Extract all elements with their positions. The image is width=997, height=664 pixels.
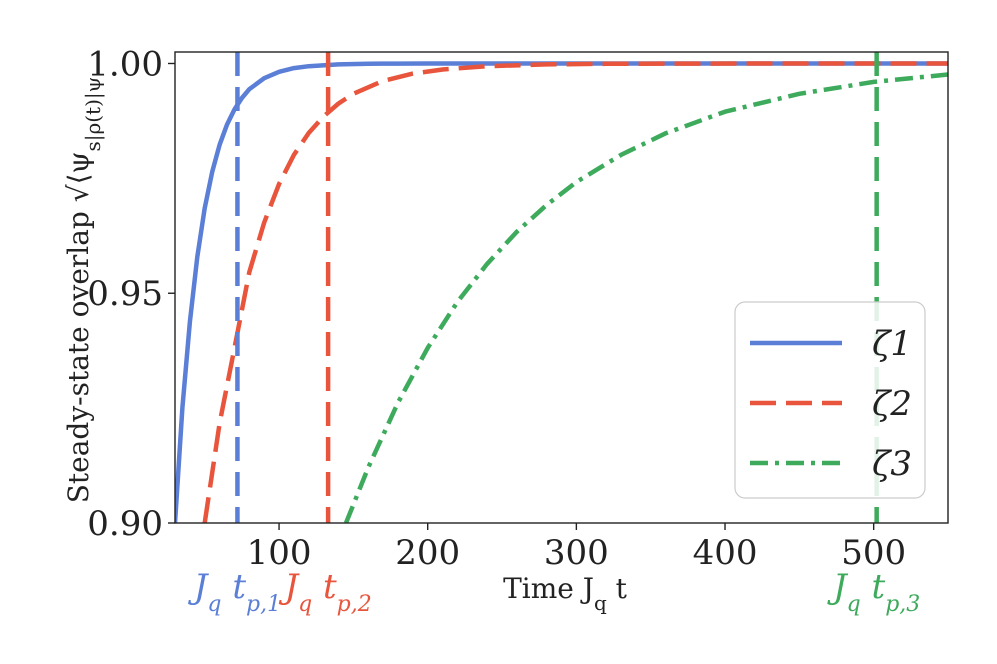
y-tick-label: 0.95 bbox=[87, 274, 163, 314]
y-tick-label: 0.90 bbox=[87, 504, 163, 544]
x-tick-label: 400 bbox=[693, 533, 758, 573]
y-axis-ticks: 0.90 0.95 1.00 bbox=[87, 44, 175, 544]
legend-label-2: ζ2 bbox=[872, 384, 912, 424]
x-axis-label: Time Jq t bbox=[503, 572, 628, 615]
legend-label-1: ζ1 bbox=[872, 324, 912, 364]
legend: ζ1 ζ2 ζ3 bbox=[734, 301, 926, 499]
y-tick-label: 1.00 bbox=[87, 44, 163, 84]
marker-label-1: Jq tp,1 bbox=[188, 567, 281, 617]
legend-label-3: ζ3 bbox=[872, 444, 912, 484]
marker-label-3: Jq tp,3 bbox=[827, 567, 920, 617]
series-line-3 bbox=[343, 72, 948, 523]
y-axis-label: Steady-state overlap √⟨ψs|ρ(t)|ψ bbox=[62, 77, 106, 504]
series-layer bbox=[175, 61, 948, 523]
plot-frame bbox=[174, 51, 949, 524]
x-tick-label: 500 bbox=[841, 533, 906, 573]
series-line-1 bbox=[175, 61, 948, 523]
x-axis-ticks: 100 200 300 400 500 bbox=[247, 523, 906, 573]
marker-labels: Jq tp,1 Jq tp,2 Jq tp,3 bbox=[188, 567, 921, 617]
legend-box bbox=[734, 301, 926, 499]
marker-label-2: Jq tp,2 bbox=[278, 567, 371, 617]
x-tick-label: 200 bbox=[395, 533, 460, 573]
x-tick-label: 300 bbox=[544, 533, 609, 573]
x-tick-label: 100 bbox=[247, 533, 312, 573]
series-line-2 bbox=[202, 61, 948, 523]
